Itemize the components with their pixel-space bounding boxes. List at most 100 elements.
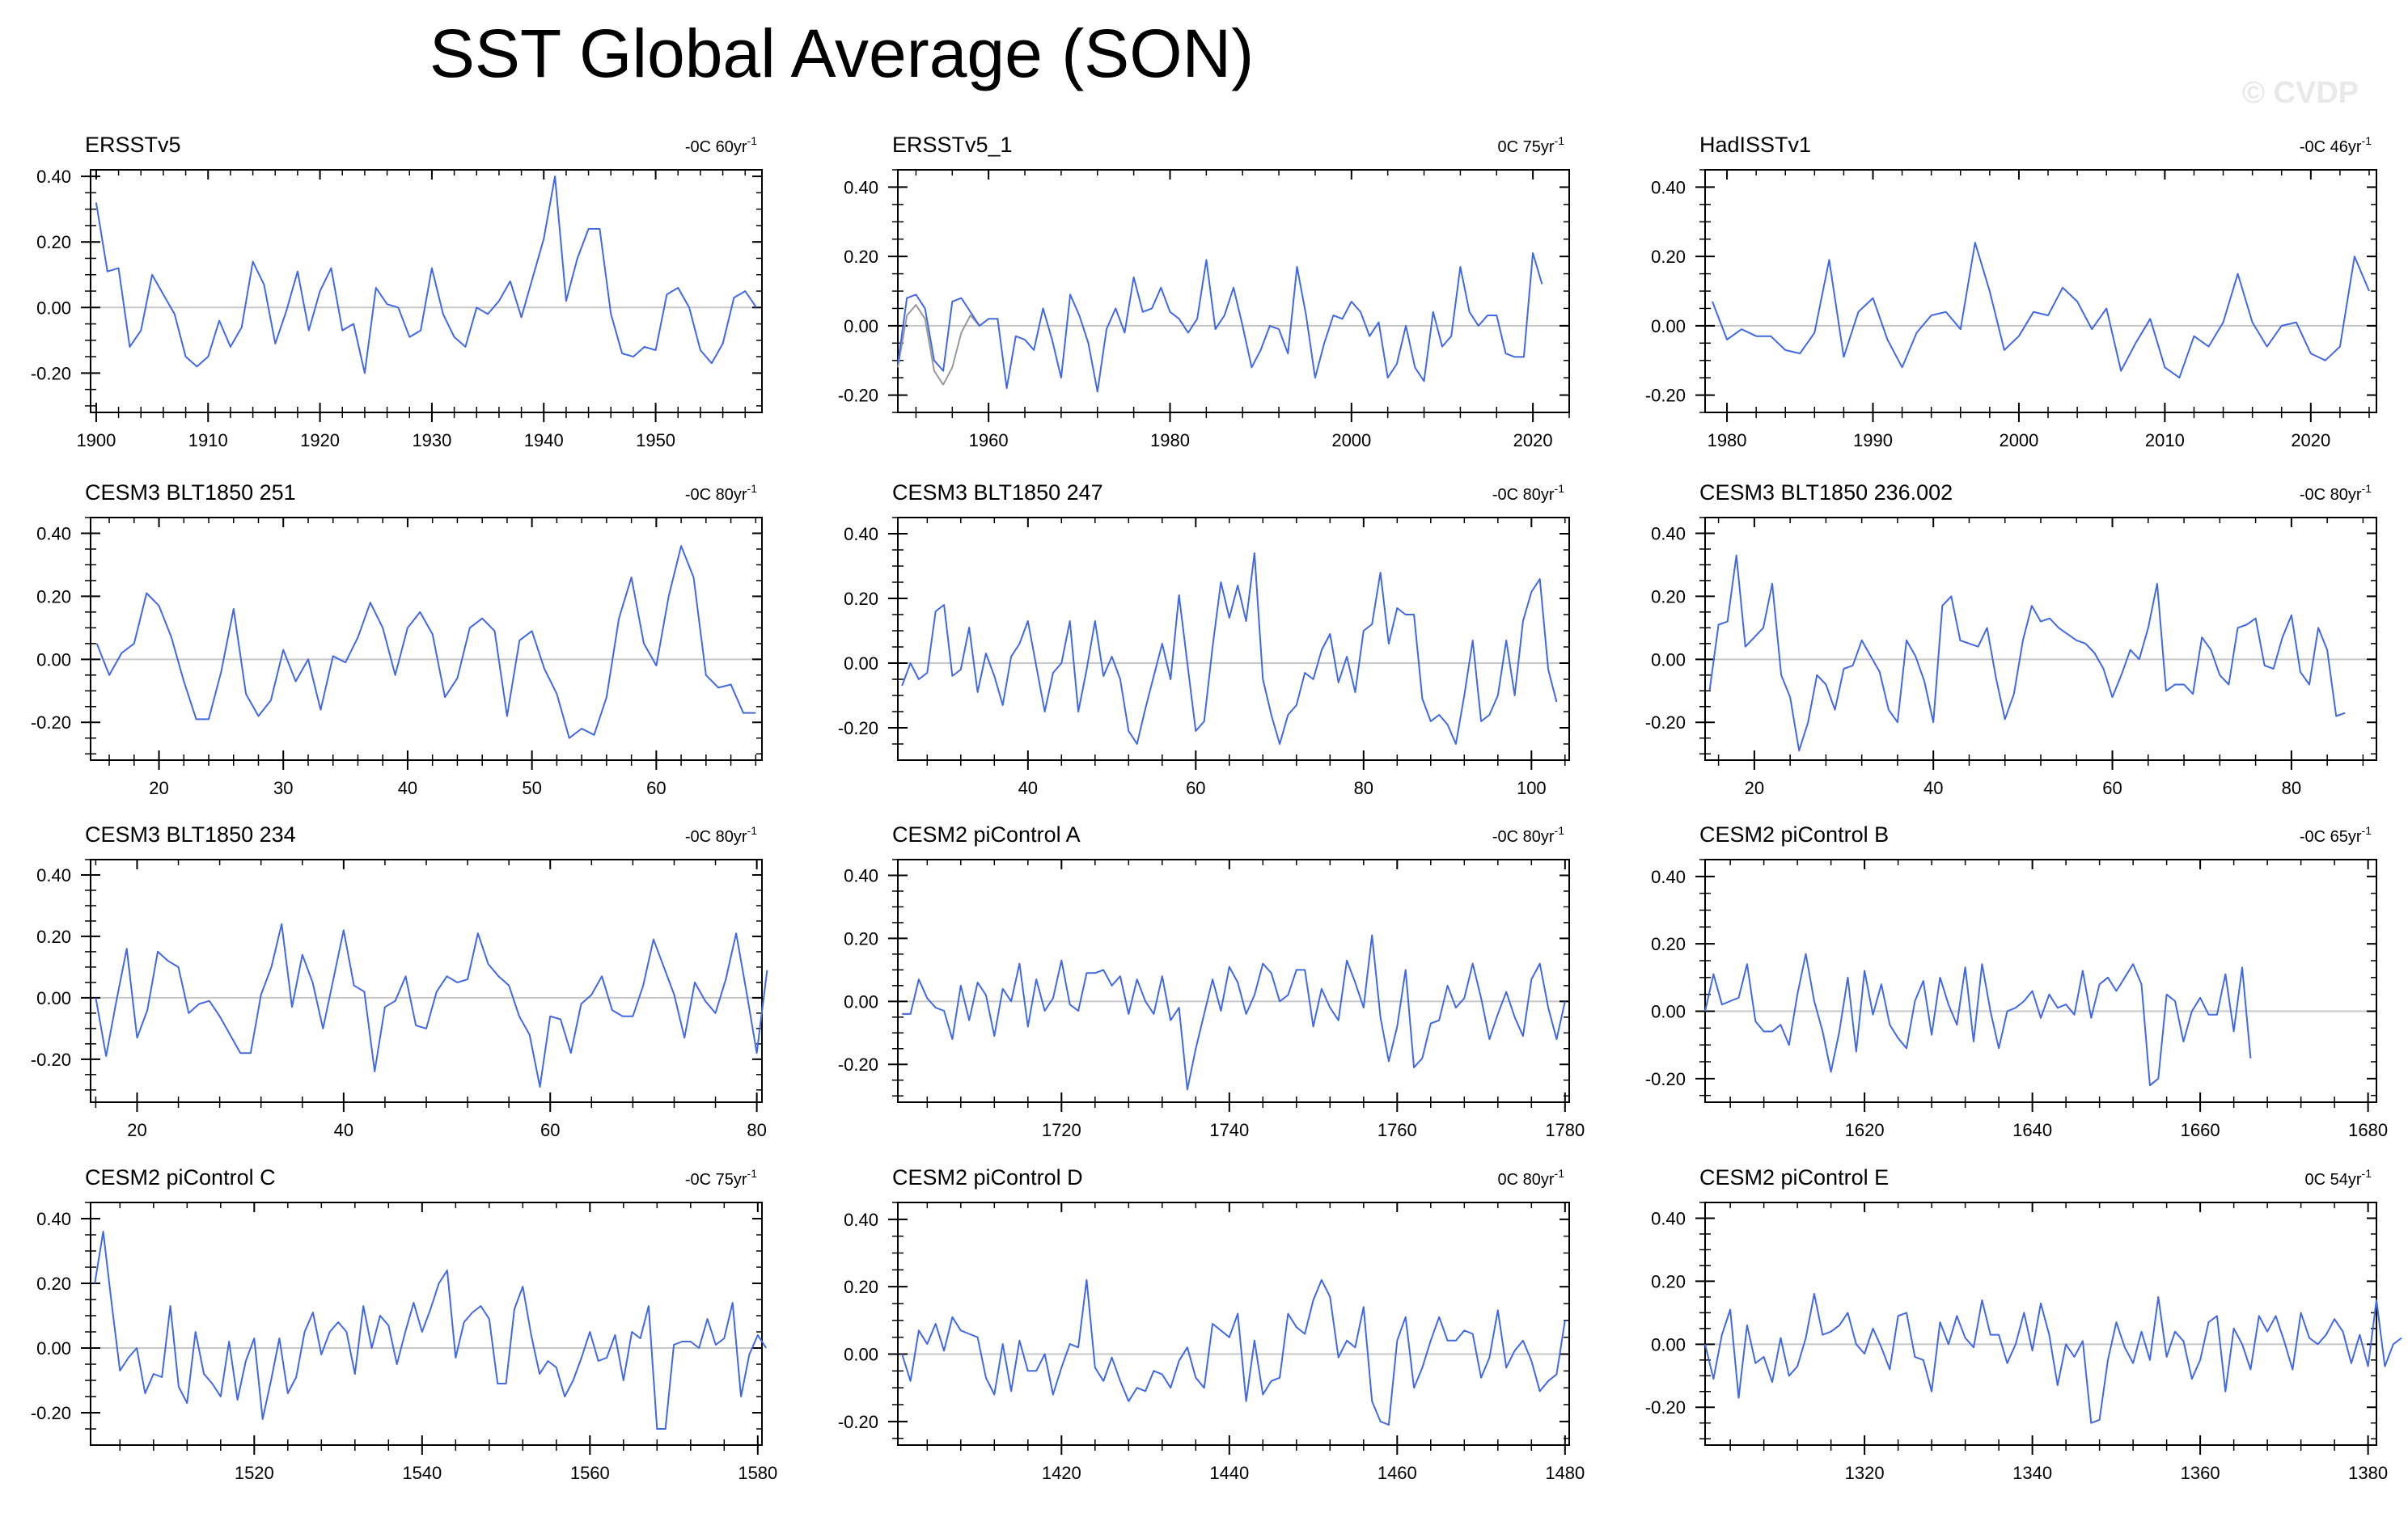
series-line	[95, 923, 768, 1088]
panel-title: CESM2 piControl E	[1699, 1165, 1889, 1190]
y-tick-label: 0.40	[1651, 1208, 1686, 1228]
series-line	[95, 545, 756, 739]
panel-5: CESM3 BLT1850 247 -0C 80yr-1 -0.20 0.00 0.20…	[838, 480, 1570, 798]
x-tick-label: 100	[1517, 778, 1547, 798]
y-tick-label: 0.20	[36, 1274, 71, 1294]
x-tick-label: 60	[1186, 778, 1205, 798]
plot-frame	[897, 859, 1570, 1103]
x-tick-label: 1560	[570, 1463, 610, 1483]
x-tick-label: 80	[2282, 778, 2301, 798]
panel-9: CESM2 piControl B -0C 65yr-1 -0.20 0.00 0.20…	[1645, 822, 2388, 1140]
trend-label: -0C 75yr-1	[685, 1167, 757, 1189]
x-tick-label: 1980	[1708, 430, 1747, 450]
x-tick-label: 1360	[2181, 1463, 2220, 1483]
x-tick-label: 1420	[1042, 1463, 1081, 1483]
x-tick-label: 1910	[188, 430, 228, 450]
y-tick-label: 0.20	[36, 927, 71, 947]
x-tick-label: 1520	[235, 1463, 274, 1483]
series-line	[897, 251, 1543, 393]
trend-label: 0C 80yr-1	[1498, 1167, 1565, 1189]
plot-frame	[1704, 517, 2377, 761]
x-tick-label: 20	[149, 778, 168, 798]
panel-8: CESM2 piControl A -0C 80yr-1 -0.20 0.00 0.20…	[838, 822, 1585, 1140]
y-tick-label: -0.20	[31, 712, 71, 733]
x-tick-label: 20	[127, 1120, 146, 1140]
panel-1: ERSSTv5 -0C 60yr-1 -0.20 0.00 0.20 0.40 1900 19…	[31, 133, 763, 450]
x-tick-label: 2010	[2145, 430, 2185, 450]
x-tick-label: 1340	[2012, 1463, 2052, 1483]
x-tick-label: 80	[1354, 778, 1373, 798]
panel-title: CESM3 BLT1850 247	[892, 480, 1103, 505]
x-tick-label: 30	[273, 778, 293, 798]
panel-4: CESM3 BLT1850 251 -0C 80yr-1 -0.20 0.00 0.20…	[31, 480, 763, 798]
series-line	[901, 552, 1558, 745]
trend-label: -0C 60yr-1	[685, 134, 757, 156]
x-tick-label: 1320	[1845, 1463, 1885, 1483]
x-tick-label: 2000	[1331, 430, 1371, 450]
panel-title: CESM2 piControl B	[1699, 822, 1889, 847]
x-tick-label: 1380	[2348, 1463, 2388, 1483]
x-tick-label: 50	[522, 778, 541, 798]
x-tick-label: 1960	[969, 430, 1009, 450]
y-tick-label: 0.00	[36, 988, 71, 1008]
x-tick-label: 1930	[412, 430, 451, 450]
plot-frame	[90, 1202, 763, 1446]
trend-label: -0C 80yr-1	[685, 824, 757, 846]
y-tick-label: 0.20	[1651, 247, 1686, 267]
x-tick-label: 1540	[402, 1463, 442, 1483]
y-tick-label: 0.40	[1651, 523, 1686, 543]
y-tick-label: 0.40	[1651, 177, 1686, 197]
secondary-series-line	[897, 304, 980, 386]
y-tick-label: -0.20	[1645, 712, 1686, 733]
y-tick-label: 0.00	[36, 649, 71, 670]
panel-title: ERSSTv5	[85, 133, 181, 157]
plot-frame	[897, 517, 1570, 761]
x-tick-label: 60	[540, 1120, 560, 1140]
trend-label: 0C 54yr-1	[2305, 1167, 2372, 1189]
series-line	[1708, 554, 2346, 752]
y-tick-label: -0.20	[31, 1050, 71, 1070]
x-tick-label: 1720	[1042, 1120, 1081, 1140]
y-tick-label: 0.00	[844, 1345, 878, 1365]
y-tick-label: -0.20	[838, 718, 878, 738]
trend-label: -0C 65yr-1	[2300, 824, 2372, 846]
x-tick-label: 1990	[1853, 430, 1893, 450]
x-tick-label: 1980	[1150, 430, 1190, 450]
x-tick-label: 60	[2102, 778, 2122, 798]
series-line	[1704, 1293, 2402, 1424]
panel-title: CESM2 piControl D	[892, 1165, 1083, 1190]
y-tick-label: 0.20	[844, 247, 878, 267]
y-tick-label: 0.20	[1651, 1271, 1686, 1291]
plot-frame	[897, 169, 1570, 413]
x-tick-label: 40	[1923, 778, 1943, 798]
plot-frame	[1704, 169, 2377, 413]
panel-title: ERSSTv5_1	[892, 133, 1013, 157]
trend-label: -0C 80yr-1	[1492, 482, 1564, 504]
y-tick-label: 0.00	[36, 1338, 71, 1359]
panel-title: CESM2 piControl A	[892, 822, 1081, 847]
y-tick-label: 0.20	[1651, 934, 1686, 954]
y-tick-label: -0.20	[1645, 1397, 1686, 1418]
series-line	[95, 175, 757, 374]
x-tick-label: 40	[1018, 778, 1038, 798]
plot-frame	[90, 169, 763, 413]
x-tick-label: 1480	[1545, 1463, 1585, 1483]
cvdp-watermark: © CVDP	[2242, 76, 2359, 110]
panel-10: CESM2 piControl C -0C 75yr-1 -0.20 0.00 0.20…	[31, 1165, 777, 1483]
panel-3: HadISSTv1 -0C 46yr-1 -0.20 0.00 0.20 0.40 1980…	[1645, 133, 2377, 450]
y-tick-label: 0.40	[1651, 867, 1686, 887]
plot-frame	[1704, 1202, 2377, 1446]
trend-label: 0C 75yr-1	[1498, 134, 1565, 156]
panel-title: CESM3 BLT1850 234	[85, 822, 296, 847]
plot-frame	[90, 859, 763, 1103]
y-tick-label: 0.40	[36, 1209, 71, 1229]
x-tick-label: 1680	[2348, 1120, 2388, 1140]
x-tick-label: 40	[334, 1120, 353, 1140]
x-tick-label: 1940	[524, 430, 564, 450]
x-tick-label: 1920	[300, 430, 340, 450]
trend-label: -0C 80yr-1	[685, 482, 757, 504]
figure-title: SST Global Average (SON)	[429, 15, 1255, 91]
y-tick-label: -0.20	[838, 386, 878, 406]
trend-label: -0C 46yr-1	[2300, 134, 2372, 156]
